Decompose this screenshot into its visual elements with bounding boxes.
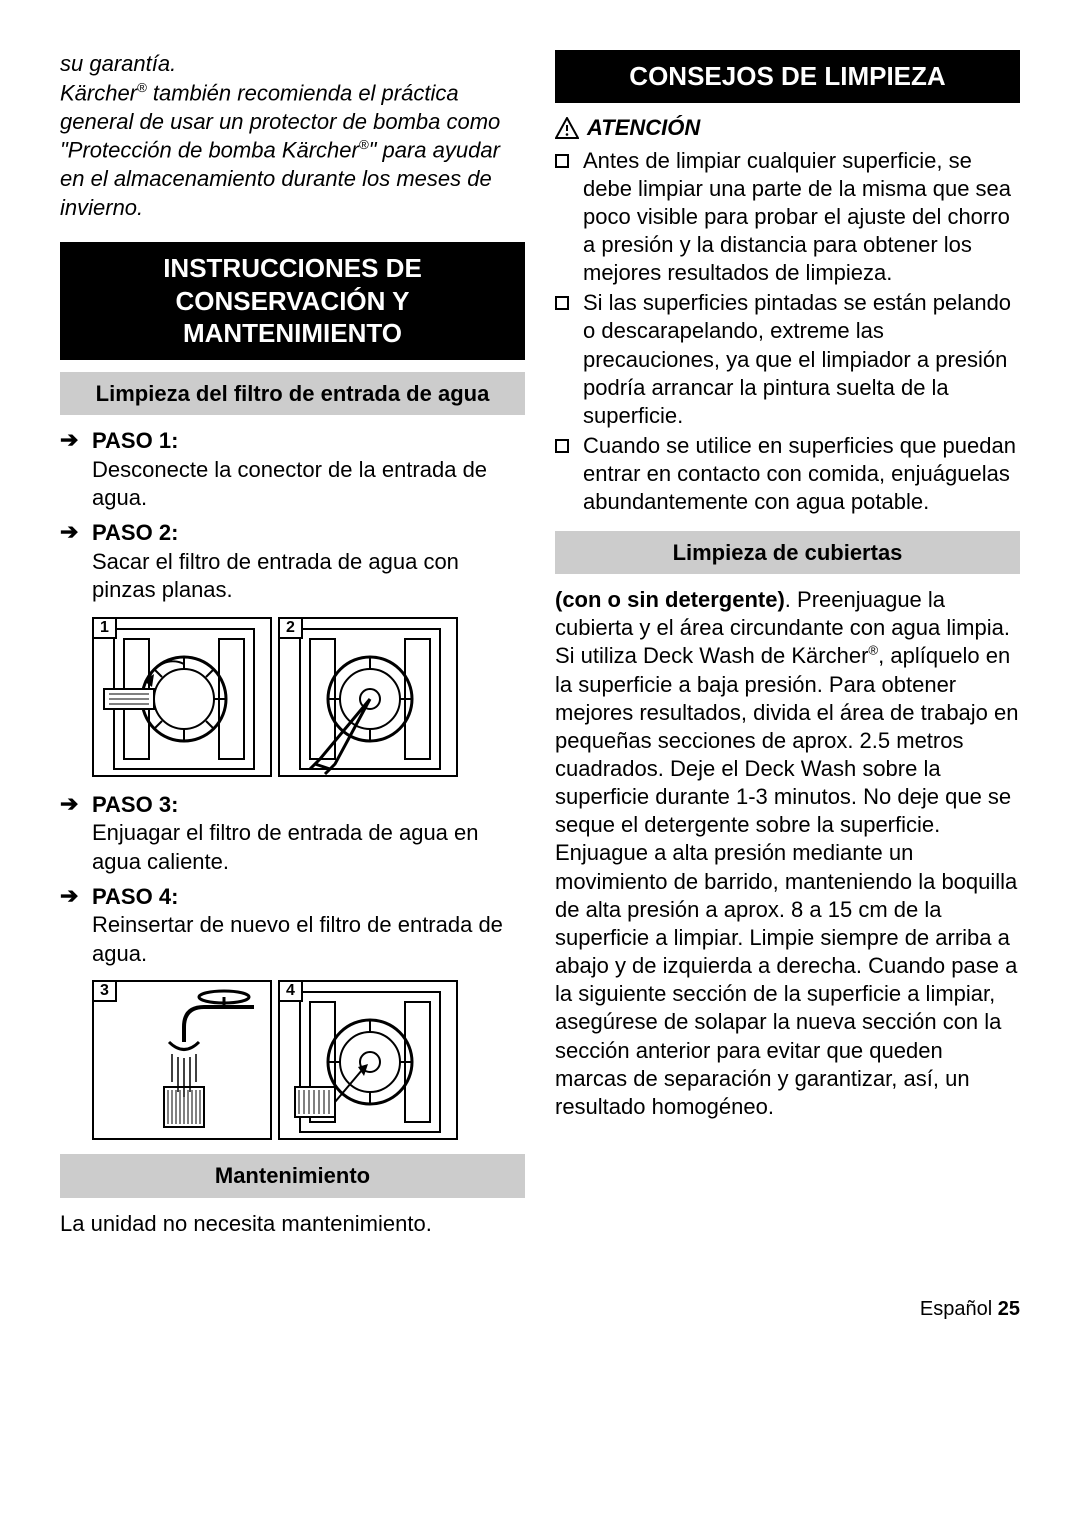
page-footer: Español 25 bbox=[60, 1298, 1020, 1321]
left-column: su garantía.Kärcher® también recomienda … bbox=[60, 50, 525, 1238]
step-1: ➔ PASO 1: Desconecte la conector de la e… bbox=[60, 427, 525, 513]
bullet-text: Cuando se utilice en superficies que pue… bbox=[583, 432, 1020, 516]
paragraph-lead: (con o sin detergente) bbox=[555, 587, 785, 612]
square-bullet-icon bbox=[555, 296, 569, 310]
subsection-heading-filter: Limpieza del filtro de entrada de agua bbox=[60, 372, 525, 416]
arrow-icon: ➔ bbox=[60, 883, 82, 909]
square-bullet-icon bbox=[555, 439, 569, 453]
illustration-row-2: 3 bbox=[92, 980, 525, 1140]
step-text: Sacar el filtro de entrada de agua con p… bbox=[92, 548, 525, 605]
footer-language: Español bbox=[920, 1298, 992, 1320]
illustration-number: 4 bbox=[280, 982, 303, 1002]
illustration-2: 2 bbox=[278, 617, 458, 777]
paragraph-body: . Preenjuague la cubierta y el área circ… bbox=[555, 587, 1019, 1119]
step-label: PASO 3: bbox=[92, 791, 178, 820]
step-label: PASO 2: bbox=[92, 519, 178, 548]
intro-paragraph: su garantía.Kärcher® también recomienda … bbox=[60, 50, 525, 222]
cleaning-paragraph: (con o sin detergente). Preenjuague la c… bbox=[555, 586, 1020, 1121]
bullet-text: Antes de limpiar cualquier superficie, s… bbox=[583, 147, 1020, 288]
attention-label: ATENCIÓN bbox=[587, 115, 700, 141]
illustration-number: 2 bbox=[280, 619, 303, 639]
step-label: PASO 4: bbox=[92, 883, 178, 912]
footer-page-number: 25 bbox=[998, 1298, 1020, 1320]
step-text: Reinsertar de nuevo el filtro de entrada… bbox=[92, 911, 525, 968]
illustration-1: 1 bbox=[92, 617, 272, 777]
illustration-3: 3 bbox=[92, 980, 272, 1140]
arrow-icon: ➔ bbox=[60, 791, 82, 817]
illustration-number: 3 bbox=[94, 982, 117, 1002]
bullet-item: Cuando se utilice en superficies que pue… bbox=[555, 432, 1020, 516]
illustration-4: 4 bbox=[278, 980, 458, 1140]
bullet-item: Si las superficies pintadas se están pel… bbox=[555, 289, 1020, 430]
maintenance-text: La unidad no necesita mantenimiento. bbox=[60, 1210, 525, 1239]
subsection-heading-maintenance: Mantenimiento bbox=[60, 1154, 525, 1198]
illustration-number: 1 bbox=[94, 619, 117, 639]
warning-icon bbox=[555, 117, 579, 139]
step-label: PASO 1: bbox=[92, 427, 178, 456]
bullet-item: Antes de limpiar cualquier superficie, s… bbox=[555, 147, 1020, 288]
arrow-icon: ➔ bbox=[60, 427, 82, 453]
bullet-list: Antes de limpiar cualquier superficie, s… bbox=[555, 147, 1020, 517]
square-bullet-icon bbox=[555, 154, 569, 168]
step-4: ➔ PASO 4: Reinsertar de nuevo el filtro … bbox=[60, 883, 525, 969]
attention-row: ATENCIÓN bbox=[555, 115, 1020, 141]
right-column: CONSEJOS DE LIMPIEZA ATENCIÓN Antes de l… bbox=[555, 50, 1020, 1238]
subsection-heading-covers: Limpieza de cubiertas bbox=[555, 531, 1020, 575]
step-text: Desconecte la conector de la entrada de … bbox=[92, 456, 525, 513]
arrow-icon: ➔ bbox=[60, 519, 82, 545]
step-text: Enjuagar el filtro de entrada de agua en… bbox=[92, 819, 525, 876]
step-3: ➔ PASO 3: Enjuagar el filtro de entrada … bbox=[60, 791, 525, 877]
illustration-row-1: 1 bbox=[92, 617, 525, 777]
section-heading-tips: CONSEJOS DE LIMPIEZA bbox=[555, 50, 1020, 103]
section-heading-instructions: INSTRUCCIONES DE CONSERVACIÓN Y MANTENIM… bbox=[60, 242, 525, 360]
bullet-text: Si las superficies pintadas se están pel… bbox=[583, 289, 1020, 430]
step-2: ➔ PASO 2: Sacar el filtro de entrada de … bbox=[60, 519, 525, 605]
